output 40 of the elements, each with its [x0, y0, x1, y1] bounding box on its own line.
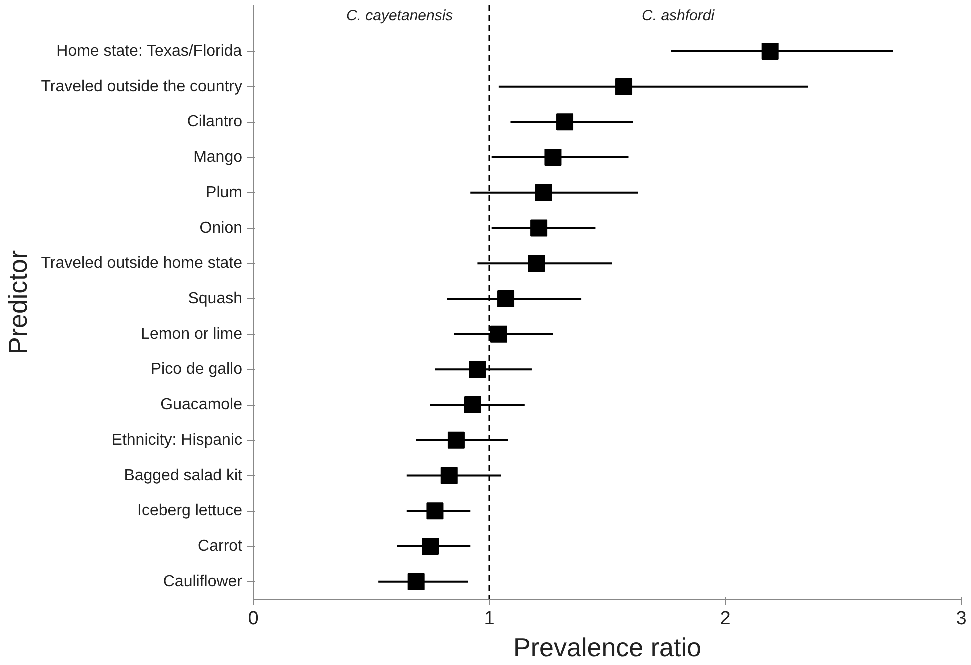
y-tick-label: Cilantro — [187, 114, 243, 131]
y-tick-label: Lemon or lime — [141, 326, 243, 343]
point — [448, 432, 465, 449]
point — [422, 538, 439, 555]
y-tick-label: Mango — [194, 149, 243, 166]
point — [556, 114, 574, 131]
y-tick-label: Squash — [188, 290, 242, 308]
point — [490, 326, 508, 343]
point — [530, 220, 548, 237]
point — [535, 184, 552, 202]
point — [498, 290, 515, 308]
y-tick-label: Traveled outside home state — [41, 255, 243, 272]
point — [616, 78, 633, 96]
point — [464, 396, 482, 414]
x-tick-label: 1 — [484, 608, 495, 630]
point — [528, 255, 546, 272]
x-tick-label: 3 — [956, 608, 967, 630]
point — [408, 573, 425, 590]
y-tick-label: Iceberg lettuce — [138, 502, 243, 520]
y-tick-label: Traveled outside the country — [41, 78, 242, 96]
point — [762, 42, 779, 60]
point — [426, 502, 444, 520]
y-tick-label: Cauliflower — [163, 573, 244, 590]
y-tick-label: Ethnicity: Hispanic — [112, 432, 242, 449]
y-tick-label: Pico de gallo — [150, 361, 243, 378]
y-tick-label: Plum — [206, 184, 242, 202]
y-tick-label: Guacamole — [160, 396, 243, 414]
x-axis-title: Prevalence ratio — [514, 632, 702, 662]
y-tick-label: Onion — [200, 220, 243, 237]
y-axis-title: Predictor — [3, 250, 34, 355]
x-tick-label: 2 — [720, 608, 731, 630]
y-tick-label: Bagged salad kit — [124, 467, 244, 484]
x-tick-label: 0 — [248, 608, 259, 630]
point — [440, 467, 458, 484]
y-tick-label: Home state: Texas/Florida — [56, 42, 242, 60]
y-tick-label: Carrot — [198, 538, 244, 555]
point — [544, 149, 562, 166]
annotation: C. cayetanensis — [346, 8, 454, 25]
annotation: C. ashfordi — [642, 8, 716, 25]
point — [469, 361, 486, 378]
